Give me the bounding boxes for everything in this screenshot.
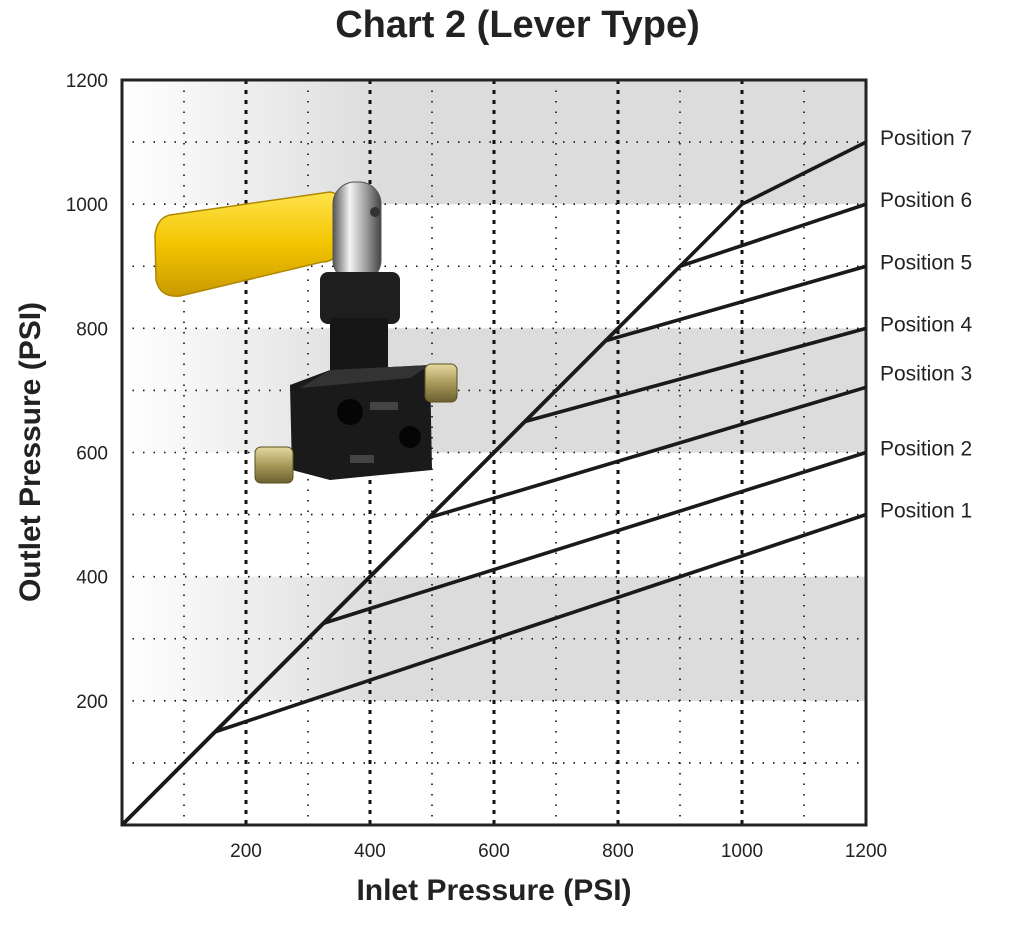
- y-tick-600: 600: [76, 444, 108, 465]
- x-tick-1200: 1200: [845, 841, 887, 862]
- axis-ticks: 200 400 600 800 1000 1200 200 400 600 800 1000 1200: [66, 71, 887, 862]
- valve-image: [154, 181, 458, 484]
- y-tick-1200: 1200: [66, 71, 108, 92]
- x-tick-800: 800: [602, 841, 634, 862]
- chart-title: Chart 2 (Lever Type): [335, 4, 700, 46]
- series-label-3: Position 3: [880, 362, 972, 385]
- series-label-2: Position 2: [880, 438, 972, 461]
- x-tick-600: 600: [478, 841, 510, 862]
- y-axis-label: Outlet Pressure (PSI): [14, 302, 47, 602]
- valve-body: [290, 365, 432, 480]
- x-tick-1000: 1000: [721, 841, 763, 862]
- series-label-7: Position 7: [880, 127, 972, 150]
- y-tick-800: 800: [76, 319, 108, 340]
- valve-fitting-right: [424, 363, 458, 403]
- series-line-7: [120, 140, 867, 827]
- series-label-1: Position 1: [880, 500, 972, 523]
- valve-nut: [320, 272, 400, 324]
- series-labels: Position 1 Position 2 Position 3 Position 4…: [880, 127, 973, 523]
- y-tick-1000: 1000: [66, 195, 108, 216]
- x-tick-200: 200: [230, 841, 262, 862]
- series-lines: [120, 140, 867, 827]
- valve-fitting-left: [254, 446, 294, 484]
- x-tick-400: 400: [354, 841, 386, 862]
- series-label-6: Position 6: [880, 189, 972, 212]
- series-label-5: Position 5: [880, 251, 972, 274]
- series-label-4: Position 4: [880, 313, 973, 336]
- valve-pin: [370, 207, 380, 217]
- y-tick-200: 200: [76, 692, 108, 713]
- valve-clevis: [332, 181, 382, 283]
- y-tick-400: 400: [76, 568, 108, 589]
- x-axis-label: Inlet Pressure (PSI): [356, 874, 631, 907]
